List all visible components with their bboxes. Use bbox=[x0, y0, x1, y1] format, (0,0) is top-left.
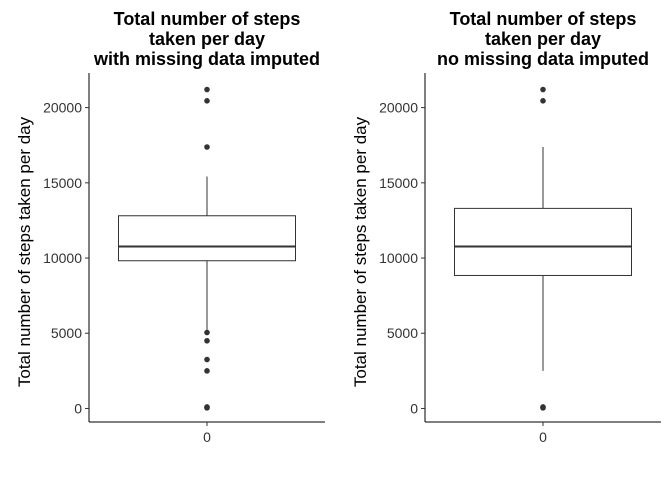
y-tick-label: 5000 bbox=[51, 325, 82, 341]
outlier-point bbox=[204, 368, 210, 374]
y-tick-label: 0 bbox=[74, 400, 82, 416]
x-tick-label: 0 bbox=[539, 429, 547, 445]
y-tick-label: 0 bbox=[410, 400, 418, 416]
outlier-point bbox=[204, 144, 210, 150]
outlier-point bbox=[204, 98, 210, 104]
y-tick-label: 15000 bbox=[43, 175, 82, 191]
boxplot-panel-not-imputed: Total number of steps taken per day no m… bbox=[351, 9, 661, 445]
outlier-point bbox=[204, 86, 210, 93]
boxplot-panel-imputed: Total number of steps taken per day with… bbox=[15, 9, 325, 445]
y-tick-label: 10000 bbox=[379, 250, 418, 266]
y-tick-label: 10000 bbox=[43, 250, 82, 266]
outlier-point bbox=[204, 337, 210, 344]
chart-title-line-2: taken per day bbox=[149, 29, 265, 49]
outlier-point bbox=[204, 329, 210, 336]
interquartile-box bbox=[454, 207, 632, 276]
chart-title-line-2: taken per day bbox=[485, 29, 601, 49]
chart-title-line-3: with missing data imputed bbox=[93, 49, 320, 69]
plot-marks: 0 5000 10000 15000 20000 0 bbox=[379, 86, 632, 445]
y-tick-label: 20000 bbox=[43, 100, 82, 116]
interquartile-box bbox=[118, 215, 296, 262]
chart-title-line-3: no missing data imputed bbox=[437, 49, 649, 69]
outlier-point bbox=[204, 356, 210, 363]
plot-marks: 0 5000 10000 15000 20000 0 bbox=[43, 86, 296, 445]
y-tick-label: 15000 bbox=[379, 175, 418, 191]
chart-title-line-1: Total number of steps bbox=[114, 9, 301, 29]
y-tick-label: 5000 bbox=[387, 325, 418, 341]
outlier-point bbox=[540, 98, 546, 104]
chart-title-line-1: Total number of steps bbox=[450, 9, 637, 29]
outlier-point bbox=[540, 86, 546, 93]
outlier-point bbox=[204, 404, 210, 410]
y-tick-label: 20000 bbox=[379, 100, 418, 116]
x-tick-label: 0 bbox=[203, 429, 211, 445]
y-axis-label: Total number of steps taken per day bbox=[351, 116, 370, 387]
outlier-point bbox=[540, 404, 546, 410]
y-axis-label: Total number of steps taken per day bbox=[15, 116, 34, 387]
